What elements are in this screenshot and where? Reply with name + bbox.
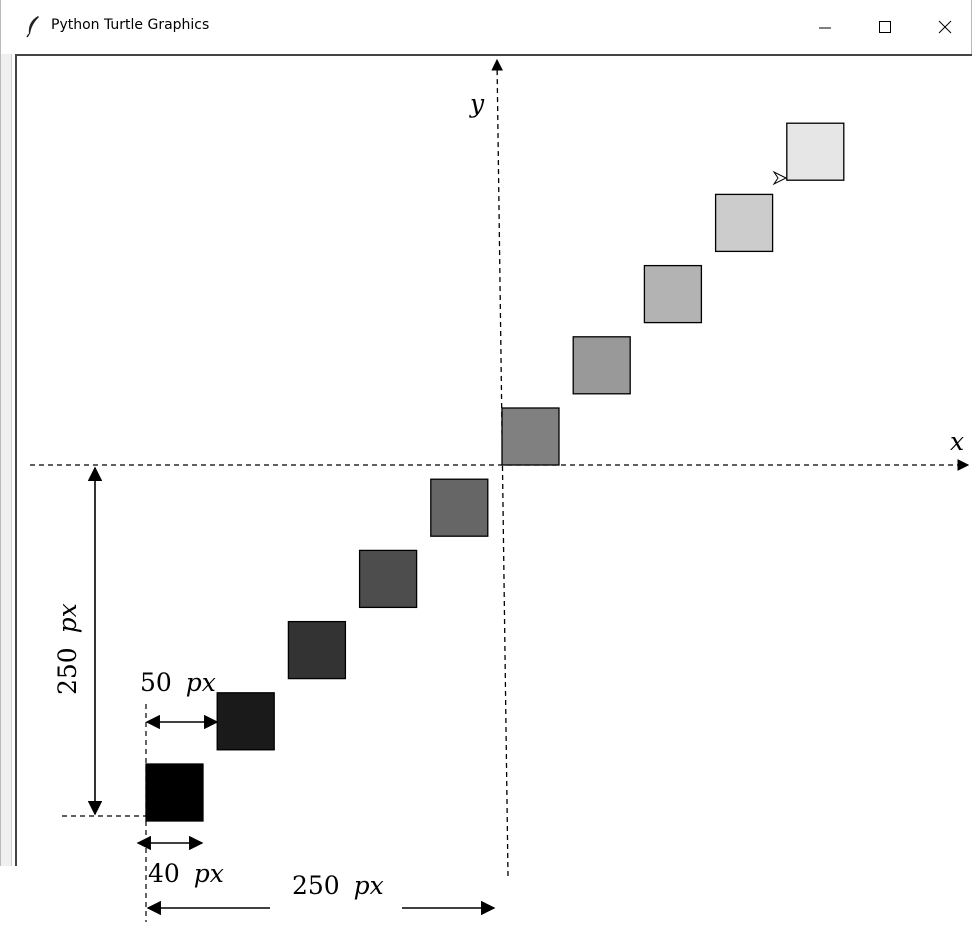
window-title: Python Turtle Graphics xyxy=(51,17,210,33)
square-10 xyxy=(786,122,845,181)
size-unit: px xyxy=(194,859,224,888)
maximize-button[interactable] xyxy=(855,8,915,46)
square-1 xyxy=(145,763,204,822)
feather-icon xyxy=(26,16,39,38)
size-number: 40 xyxy=(148,859,180,888)
square-7 xyxy=(572,336,631,395)
square-9 xyxy=(714,193,774,253)
horizontal-label-background xyxy=(270,896,402,920)
y-axis-label: y xyxy=(469,89,485,118)
x-axis-label: x xyxy=(950,427,964,456)
step-unit: px xyxy=(186,668,216,697)
maximize-icon xyxy=(879,21,891,33)
square-6 xyxy=(501,407,560,466)
vertical-offset-unit: px xyxy=(53,603,82,633)
square-3 xyxy=(287,620,347,680)
square-5 xyxy=(430,478,489,537)
step-label: 50 px xyxy=(140,668,216,697)
minimize-button[interactable] xyxy=(795,8,855,46)
size-label: 40 px xyxy=(148,859,224,888)
square-8 xyxy=(643,264,703,324)
square-4 xyxy=(358,549,418,609)
square-2 xyxy=(216,692,275,751)
vertical-offset-label: 250 px xyxy=(53,603,82,695)
vertical-offset-number: 250 xyxy=(53,647,82,695)
horizontal-offset-unit: px xyxy=(354,871,384,900)
minimize-icon xyxy=(819,27,831,29)
turtle-cursor-icon xyxy=(772,170,788,186)
horizontal-offset-number: 250 xyxy=(292,871,340,900)
close-icon xyxy=(938,20,952,34)
close-button[interactable] xyxy=(915,8,972,46)
window-left-edge xyxy=(1,54,12,866)
y-axis xyxy=(491,58,509,877)
step-number: 50 xyxy=(140,668,172,697)
square-sequence xyxy=(145,122,845,822)
title-bar[interactable]: Python Turtle Graphics xyxy=(1,0,971,54)
turtle-canvas[interactable] xyxy=(15,54,972,866)
horizontal-offset-label: 250 px xyxy=(292,871,384,900)
